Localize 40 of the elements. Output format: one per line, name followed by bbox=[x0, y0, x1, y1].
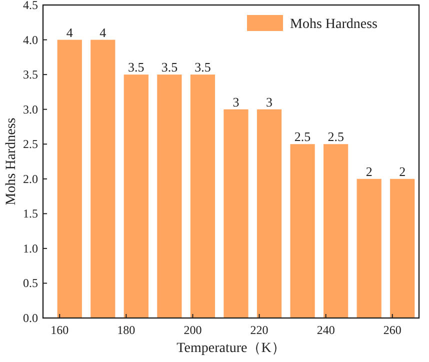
data-label: 2.5 bbox=[328, 129, 344, 144]
data-label: 3.5 bbox=[161, 60, 178, 75]
y-tick-label: 3.0 bbox=[23, 102, 38, 116]
x-tick-label: 160 bbox=[50, 323, 69, 337]
bar bbox=[190, 74, 216, 318]
data-label: 3 bbox=[266, 94, 273, 110]
x-axis-title: Temperature（K） bbox=[176, 341, 286, 356]
y-tick-label: 3.5 bbox=[23, 68, 38, 82]
bar bbox=[290, 144, 315, 318]
data-label: 2 bbox=[399, 164, 406, 179]
y-tick-label: 4.0 bbox=[23, 32, 38, 47]
y-tick-label: 0.5 bbox=[23, 276, 38, 290]
bar bbox=[90, 40, 116, 318]
data-label: 3 bbox=[232, 94, 240, 110]
bar bbox=[356, 178, 382, 318]
y-tick-label: 1.5 bbox=[23, 206, 38, 221]
data-label: 3.5 bbox=[194, 60, 211, 75]
data-label: 4 bbox=[66, 24, 74, 40]
bar bbox=[324, 144, 348, 318]
bar bbox=[57, 40, 82, 318]
x-tick-label: 240 bbox=[316, 323, 335, 337]
y-tick-label: 4.5 bbox=[23, 0, 38, 12]
data-label: 2 bbox=[366, 164, 372, 179]
y-tick-label: 2.5 bbox=[23, 137, 38, 152]
y-axis-title: Mohs Hardness bbox=[4, 118, 19, 206]
x-tick-label: 180 bbox=[117, 323, 136, 337]
data-label: 4 bbox=[100, 24, 107, 40]
bar bbox=[390, 178, 415, 318]
y-tick-label: 0.0 bbox=[23, 311, 38, 325]
y-tick-label: 2.0 bbox=[23, 172, 38, 186]
data-label: 3.5 bbox=[128, 60, 144, 75]
data-label: 2.5 bbox=[294, 129, 311, 144]
x-tick-label: 260 bbox=[383, 323, 402, 337]
x-tick-label: 220 bbox=[250, 323, 268, 337]
x-tick-label: 200 bbox=[184, 323, 202, 337]
bar bbox=[124, 74, 148, 318]
bar bbox=[157, 74, 182, 318]
bar bbox=[224, 109, 248, 318]
y-tick-label: 1.0 bbox=[23, 241, 38, 256]
bar bbox=[256, 109, 282, 318]
